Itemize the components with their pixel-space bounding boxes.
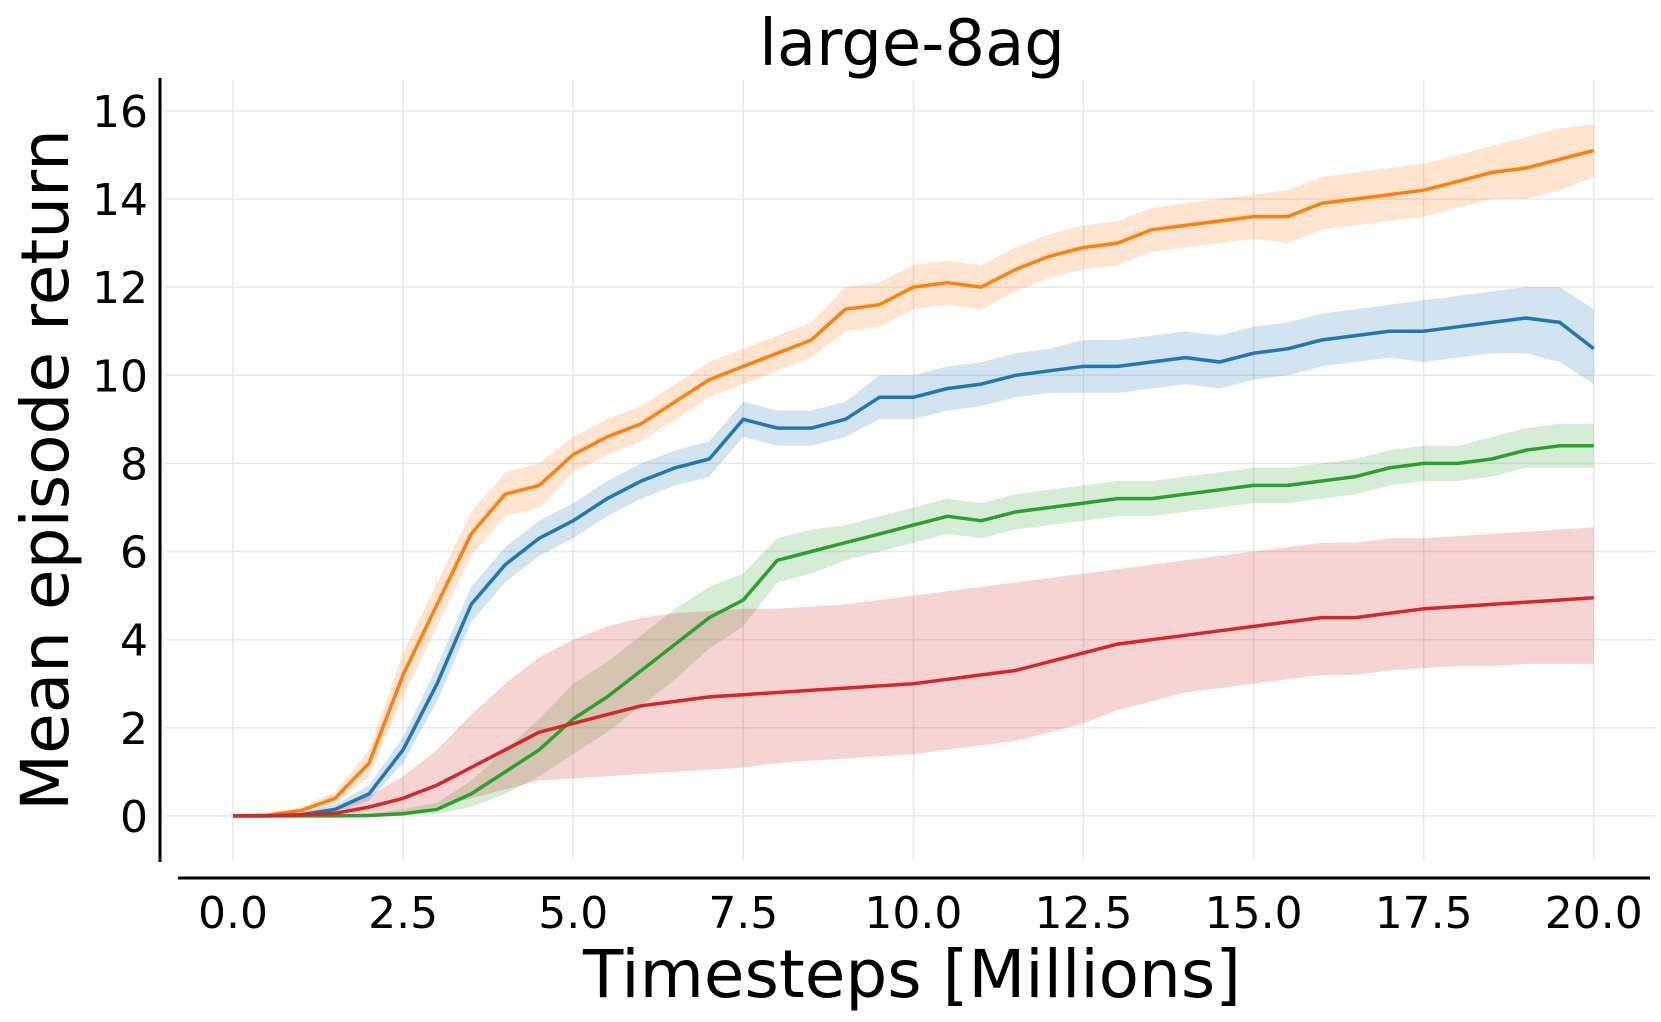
series-line-2 <box>233 316 1595 818</box>
series-line-1 <box>232 148 1595 818</box>
x-tick-label: 2.5 <box>368 888 438 939</box>
y-tick-label: 6 <box>120 528 148 579</box>
y-tick-label: 8 <box>120 439 148 490</box>
y-tick-label: 10 <box>92 351 148 402</box>
x-axis-label: Timesteps [Millions] <box>582 936 1241 1013</box>
y-tick-labels: 0 2 4 6 8 10 12 14 16 <box>92 87 148 843</box>
series-lines <box>232 148 1595 818</box>
y-tick-label: 12 <box>92 263 148 314</box>
x-tick-labels: 0.0 2.5 5.0 7.5 10.0 12.5 15.0 17.5 20.0 <box>198 888 1643 939</box>
x-tick-label: 12.5 <box>1035 888 1133 939</box>
x-tick-label: 0.0 <box>198 888 268 939</box>
x-tick-label: 10.0 <box>864 888 962 939</box>
y-tick-label: 0 <box>120 792 148 843</box>
y-axis-label: Mean episode return <box>7 129 84 811</box>
series-line-3 <box>233 444 1594 818</box>
y-tick-label: 4 <box>120 616 148 667</box>
x-tick-label: 17.5 <box>1375 888 1473 939</box>
x-tick-label: 5.0 <box>538 888 608 939</box>
x-tick-label: 15.0 <box>1205 888 1303 939</box>
confidence-band-1 <box>233 124 1594 816</box>
confidence-band-4 <box>233 527 1594 816</box>
chart-title: large-8ag <box>759 7 1065 81</box>
y-tick-label: 16 <box>92 87 148 138</box>
grid <box>165 80 1655 860</box>
x-tick-label: 7.5 <box>708 888 778 939</box>
x-tick-label: 20.0 <box>1545 888 1643 939</box>
series-line-4 <box>233 596 1594 818</box>
y-tick-label: 14 <box>92 175 148 226</box>
confidence-band-2 <box>233 287 1594 816</box>
y-tick-label: 2 <box>120 704 148 755</box>
